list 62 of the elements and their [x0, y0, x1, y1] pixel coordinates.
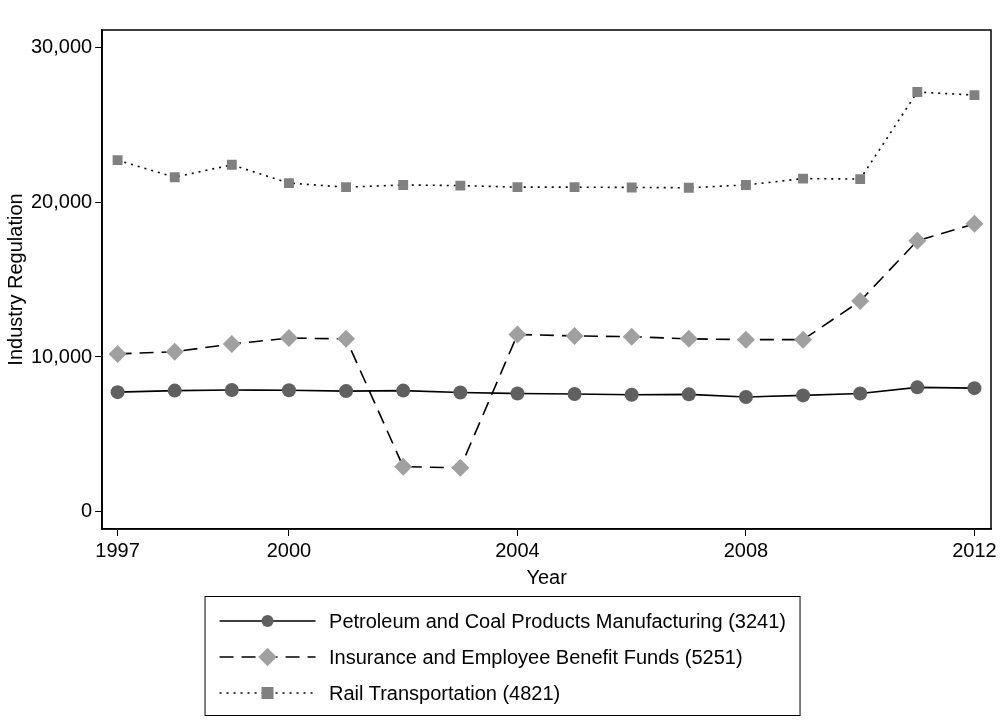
point [912, 87, 923, 97]
point [796, 388, 811, 403]
y-tick-label: 20,000 [31, 189, 93, 212]
point [341, 182, 352, 193]
point [455, 180, 466, 191]
point [512, 182, 523, 193]
point [112, 155, 123, 166]
point [569, 182, 580, 193]
point [108, 344, 127, 363]
x-tick-label: 1997 [95, 538, 140, 561]
point [508, 325, 527, 344]
point [224, 382, 239, 397]
point [908, 231, 927, 250]
point [967, 381, 982, 396]
point [394, 457, 413, 476]
point [965, 214, 984, 233]
point [337, 329, 356, 348]
legend-label: Petroleum and Coal Products Manufacturing (3241) [329, 609, 786, 633]
point [396, 383, 411, 398]
point [794, 330, 813, 349]
legend-label: Rail Transportation (4821) [329, 681, 561, 705]
point [169, 172, 180, 183]
point [453, 385, 468, 400]
point [736, 330, 755, 349]
point [226, 159, 237, 170]
point [398, 180, 409, 190]
point [110, 385, 125, 400]
point [851, 292, 870, 311]
point [624, 387, 639, 402]
point [969, 90, 980, 101]
y-tick-label: 0 [81, 499, 93, 522]
point [622, 327, 641, 346]
point [679, 329, 698, 348]
y-tick-label: 10,000 [31, 344, 93, 367]
x-tick-label: 2004 [495, 538, 540, 561]
point [853, 386, 868, 401]
point [626, 182, 637, 193]
point [279, 329, 298, 348]
y-axis-title: Industry Regulation [3, 193, 26, 366]
point [281, 383, 296, 398]
point [339, 384, 354, 399]
point [167, 383, 182, 398]
legend-label: Insurance and Employee Benefit Funds (5251) [329, 645, 743, 669]
point [910, 380, 925, 395]
point [740, 180, 751, 190]
point [738, 389, 753, 404]
point [451, 458, 470, 477]
x-tick-label: 2012 [952, 538, 997, 561]
point [681, 387, 696, 402]
x-axis-title: Year [526, 565, 568, 588]
point [565, 326, 584, 345]
x-tick-label: 2008 [723, 538, 769, 561]
point [855, 174, 866, 185]
point [798, 173, 809, 184]
point [222, 334, 241, 353]
point [683, 182, 694, 193]
y-tick-label: 30,000 [31, 34, 93, 57]
point [284, 178, 294, 189]
point [510, 386, 525, 401]
point [165, 342, 184, 361]
point [567, 387, 582, 402]
x-tick-label: 2000 [266, 538, 312, 561]
